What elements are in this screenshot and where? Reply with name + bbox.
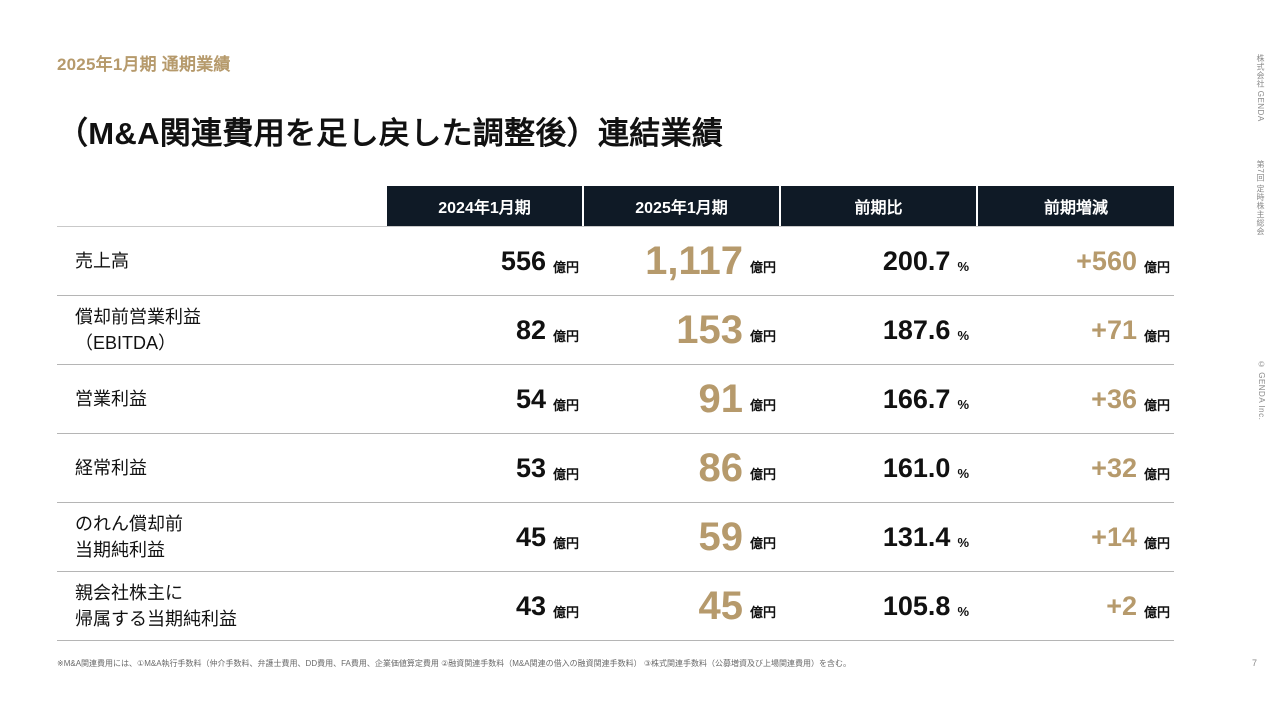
yoy-ratio-cell: 166.7% <box>781 365 969 433</box>
yoy-ratio-cell: 105.8% <box>781 572 969 640</box>
row-label: 経常利益 <box>75 458 147 478</box>
current-year-unit: 億円 <box>749 397 776 413</box>
current-year-cell: 59 億円 <box>584 503 776 571</box>
yoy-change-unit: 億円 <box>1143 328 1170 344</box>
table-row: 償却前営業利益 （EBITDA） 82 億円 153 億円 187.6% +71 億円 <box>57 296 1174 365</box>
yoy-ratio-unit: % <box>957 327 969 343</box>
yoy-change-value: +71 <box>1091 314 1137 345</box>
current-year-cell: 45 億円 <box>584 572 776 640</box>
yoy-ratio-cell: 161.0% <box>781 434 969 502</box>
row-label: 償却前営業利益 （EBITDA） <box>75 307 201 353</box>
yoy-ratio-unit: % <box>957 465 969 481</box>
prev-year-cell: 82 億円 <box>387 296 579 364</box>
table-row: 売上高 556 億円 1,117 億円 200.7% +560 億円 <box>57 227 1174 296</box>
prev-year-value: 82 <box>515 314 546 345</box>
yoy-ratio-unit: % <box>957 603 969 619</box>
current-year-cell: 1,117 億円 <box>584 227 776 295</box>
page-title: （M&A関連費用を足し戻した調整後）連結業績 <box>57 116 724 151</box>
current-year-unit: 億円 <box>749 466 776 482</box>
yoy-change-value: +14 <box>1091 521 1137 552</box>
current-year-cell: 153 億円 <box>584 296 776 364</box>
yoy-change-unit: 億円 <box>1143 604 1170 620</box>
yoy-ratio-value: 166.7 <box>882 383 951 414</box>
prev-year-unit: 億円 <box>552 328 579 344</box>
yoy-change-cell: +14 億円 <box>978 503 1170 571</box>
current-year-unit: 億円 <box>749 259 776 275</box>
yoy-change-unit: 億円 <box>1143 397 1170 413</box>
prev-year-unit: 億円 <box>552 397 579 413</box>
row-label: 売上高 <box>75 251 129 271</box>
yoy-change-cell: +71 億円 <box>978 296 1170 364</box>
yoy-change-cell: +36 億円 <box>978 365 1170 433</box>
column-header-yoy-ratio: 前期比 <box>781 186 976 226</box>
current-year-unit: 億円 <box>749 535 776 551</box>
current-year-cell: 91 億円 <box>584 365 776 433</box>
yoy-ratio-cell: 131.4% <box>781 503 969 571</box>
yoy-ratio-unit: % <box>957 396 969 412</box>
prev-year-value: 43 <box>515 590 546 621</box>
current-year-value: 86 <box>698 446 743 490</box>
prev-year-cell: 43 億円 <box>387 572 579 640</box>
prev-year-unit: 億円 <box>552 535 579 551</box>
yoy-ratio-unit: % <box>957 534 969 550</box>
prev-year-value: 45 <box>515 521 546 552</box>
current-year-value: 59 <box>698 515 743 559</box>
yoy-ratio-unit: % <box>957 258 969 274</box>
row-label: 営業利益 <box>75 389 147 409</box>
prev-year-value: 53 <box>515 452 546 483</box>
side-company-name: 株式会社 GENDA <box>1256 54 1265 122</box>
side-copyright: © GENDA Inc. <box>1257 360 1266 421</box>
footnote: ※M&A関連費用には、①M&A執行手数料（仲介手数料、弁護士費用、DD費用、FA… <box>57 659 851 668</box>
side-meeting-name: 第7回 定時株主総会 <box>1256 160 1265 236</box>
column-header-prev-year: 2024年1月期 <box>387 186 582 226</box>
current-year-value: 153 <box>676 308 743 352</box>
yoy-change-value: +36 <box>1091 383 1137 414</box>
prev-year-cell: 53 億円 <box>387 434 579 502</box>
yoy-change-value: +560 <box>1076 245 1137 276</box>
prev-year-unit: 億円 <box>552 604 579 620</box>
column-header-yoy-change: 前期増減 <box>978 186 1174 226</box>
table-header: 2024年1月期 2025年1月期 前期比 前期増減 <box>57 186 1174 227</box>
yoy-ratio-value: 200.7 <box>882 245 951 276</box>
prev-year-cell: 556 億円 <box>387 227 579 295</box>
prev-year-value: 54 <box>515 383 546 414</box>
yoy-ratio-cell: 200.7% <box>781 227 969 295</box>
yoy-ratio-value: 187.6 <box>882 314 951 345</box>
yoy-change-cell: +32 億円 <box>978 434 1170 502</box>
row-label: のれん償却前 当期純利益 <box>75 514 183 560</box>
yoy-change-value: +2 <box>1106 590 1137 621</box>
current-year-cell: 86 億円 <box>584 434 776 502</box>
prev-year-unit: 億円 <box>552 466 579 482</box>
current-year-value: 1,117 <box>645 239 743 283</box>
current-year-unit: 億円 <box>749 328 776 344</box>
yoy-change-cell: +560 億円 <box>978 227 1170 295</box>
prev-year-value: 556 <box>500 245 546 276</box>
table-row: のれん償却前 当期純利益 45 億円 59 億円 131.4% +14 億円 <box>57 503 1174 572</box>
current-year-value: 91 <box>698 377 743 421</box>
yoy-ratio-value: 161.0 <box>882 452 951 483</box>
table-row: 親会社株主に 帰属する当期純利益 43 億円 45 億円 105.8% +2 億円 <box>57 572 1174 641</box>
yoy-change-unit: 億円 <box>1143 259 1170 275</box>
prev-year-cell: 54 億円 <box>387 365 579 433</box>
row-label: 親会社株主に 帰属する当期純利益 <box>75 583 237 629</box>
yoy-ratio-value: 105.8 <box>882 590 951 621</box>
prev-year-cell: 45 億円 <box>387 503 579 571</box>
table-row: 経常利益 53 億円 86 億円 161.0% +32 億円 <box>57 434 1174 503</box>
yoy-ratio-value: 131.4 <box>882 521 951 552</box>
yoy-ratio-cell: 187.6% <box>781 296 969 364</box>
yoy-change-unit: 億円 <box>1143 466 1170 482</box>
column-header-current-year: 2025年1月期 <box>584 186 779 226</box>
section-kicker: 2025年1月期 通期業績 <box>57 55 231 74</box>
results-table: 2024年1月期 2025年1月期 前期比 前期増減 売上高 556 億円 1,117… <box>57 186 1174 641</box>
yoy-change-cell: +2 億円 <box>978 572 1170 640</box>
yoy-change-unit: 億円 <box>1143 535 1170 551</box>
table-row: 営業利益 54 億円 91 億円 166.7% +36 億円 <box>57 365 1174 434</box>
prev-year-unit: 億円 <box>552 259 579 275</box>
yoy-change-value: +32 <box>1091 452 1137 483</box>
current-year-unit: 億円 <box>749 604 776 620</box>
current-year-value: 45 <box>698 584 743 628</box>
page-number: 7 <box>1251 658 1257 668</box>
